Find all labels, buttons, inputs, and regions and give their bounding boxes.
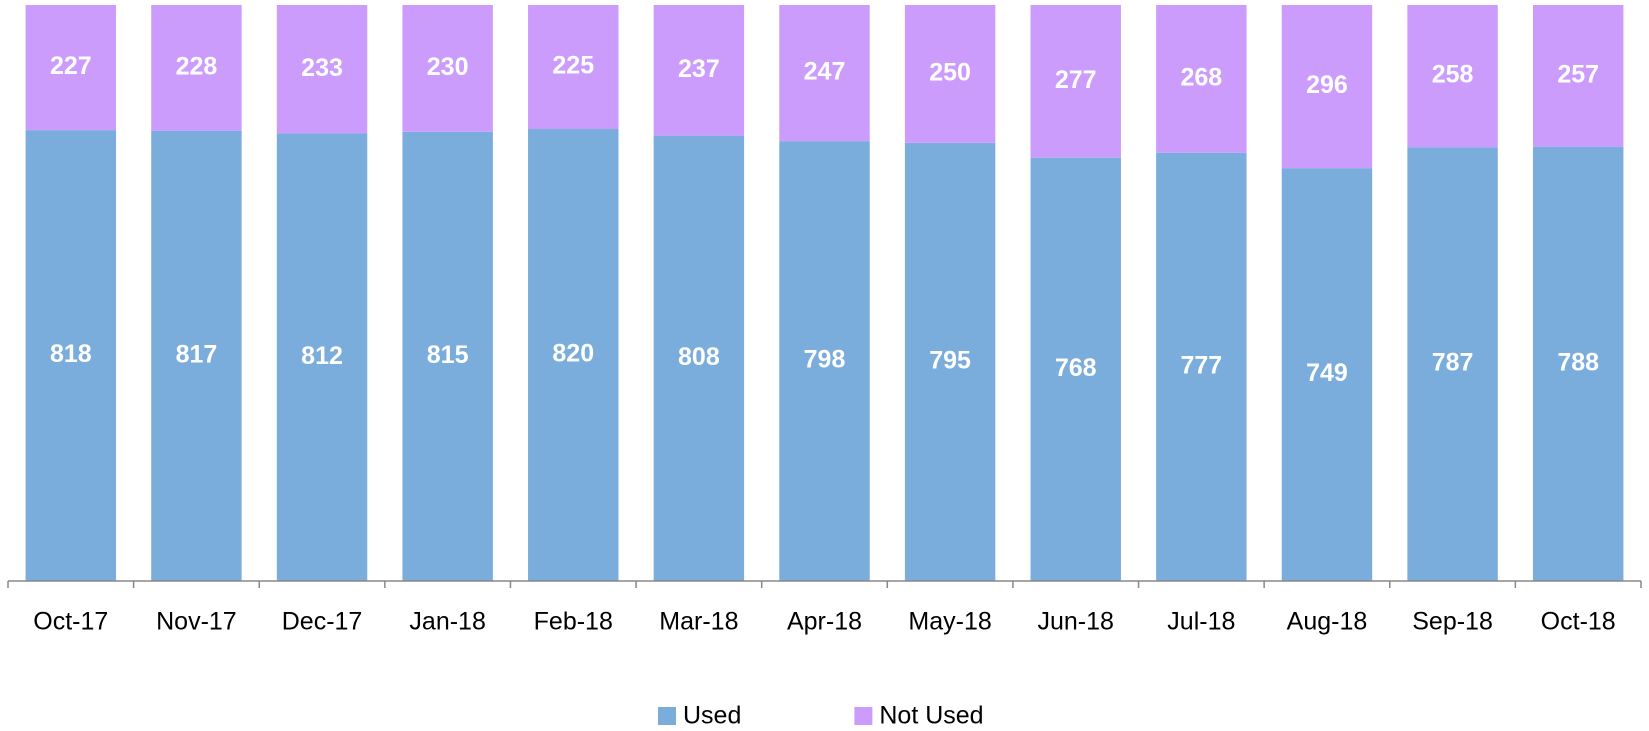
bar-segment	[1156, 5, 1247, 153]
data-label: 237	[678, 55, 720, 83]
x-tick-label: Apr-18	[787, 608, 862, 636]
data-label: 788	[1557, 348, 1599, 376]
x-tick-label: Jun-18	[1038, 608, 1114, 636]
data-label: 296	[1306, 71, 1348, 99]
bar-segment	[1532, 146, 1624, 581]
data-label: 277	[1055, 66, 1097, 94]
data-label: 820	[552, 340, 594, 368]
bar-segment	[904, 5, 996, 143]
bar-segment	[904, 142, 996, 581]
bar-segment	[1030, 5, 1121, 158]
data-label: 817	[176, 340, 218, 368]
bar-segment	[151, 130, 242, 581]
x-tick-label: May-18	[908, 608, 991, 636]
data-label: 815	[427, 341, 469, 369]
legend-label: Used	[683, 702, 741, 730]
bar-segment	[402, 131, 493, 581]
bar-segment	[1281, 168, 1373, 582]
x-tick-label: Mar-18	[659, 608, 738, 636]
data-label: 225	[552, 52, 594, 80]
bar-segment	[402, 5, 493, 132]
x-tick-label: Jan-18	[409, 608, 485, 636]
x-tick-label: Jul-18	[1167, 608, 1235, 636]
data-label: 247	[804, 58, 846, 86]
x-tick-label: Oct-18	[1541, 608, 1616, 636]
bar-segment	[779, 141, 870, 582]
bar-segment	[1532, 5, 1624, 147]
x-tick-label: Feb-18	[534, 608, 613, 636]
bar-segment	[276, 5, 368, 134]
data-label: 749	[1306, 359, 1348, 387]
bar-segment	[25, 130, 117, 582]
bar-segment	[1407, 147, 1498, 581]
data-label: 230	[427, 53, 469, 81]
bar-segment	[653, 135, 745, 582]
data-label: 812	[301, 342, 343, 370]
data-label: 268	[1180, 63, 1222, 91]
data-label: 257	[1557, 60, 1599, 88]
data-label: 777	[1180, 351, 1222, 379]
data-label: 227	[50, 52, 92, 80]
bar-segment	[528, 5, 619, 130]
data-label: 798	[804, 346, 846, 374]
data-label: 795	[929, 347, 971, 375]
legend-swatch	[658, 707, 676, 725]
data-label: 787	[1432, 349, 1474, 377]
x-tick-label: Oct-17	[33, 608, 108, 636]
x-tick-label: Sep-18	[1412, 608, 1493, 636]
data-label: 818	[50, 340, 92, 368]
data-label: 233	[301, 54, 343, 82]
bar-segment	[151, 5, 242, 131]
bar-segment	[528, 129, 619, 581]
bar-segment	[276, 133, 368, 581]
bar-segment	[1407, 5, 1498, 148]
bar-segment	[1030, 157, 1121, 581]
data-label: 768	[1055, 354, 1097, 382]
bar-segment	[653, 5, 745, 136]
bar-segment	[779, 5, 870, 142]
bar-segment	[1156, 152, 1247, 581]
legend-label: Not Used	[879, 702, 983, 730]
x-tick-label: Aug-18	[1287, 608, 1368, 636]
data-label: 258	[1432, 61, 1474, 89]
bar-segment	[25, 5, 117, 131]
x-tick-label: Dec-17	[282, 608, 363, 636]
data-label: 228	[176, 52, 218, 80]
data-label: 250	[929, 59, 971, 87]
legend-swatch	[854, 707, 873, 725]
bar-segment	[1281, 5, 1373, 169]
data-label: 808	[678, 343, 720, 371]
x-tick-label: Nov-17	[156, 608, 237, 636]
